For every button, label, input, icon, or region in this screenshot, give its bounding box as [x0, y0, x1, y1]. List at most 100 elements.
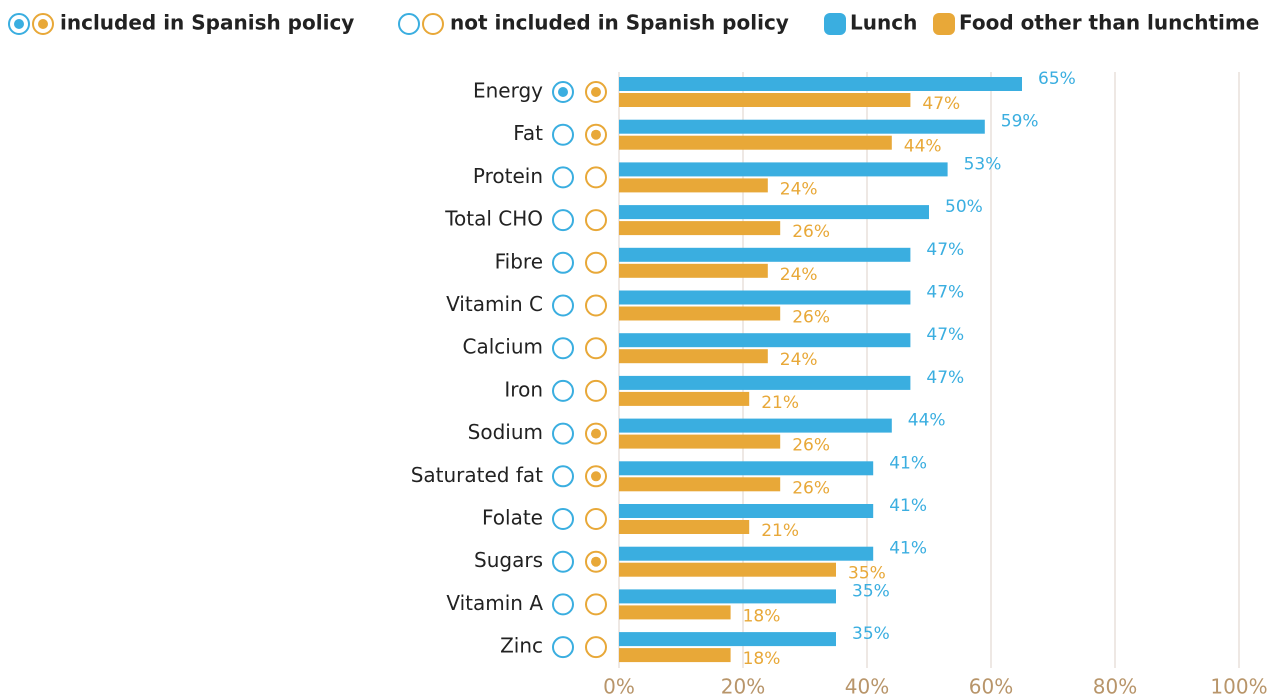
bar: [619, 349, 768, 364]
x-tick-label: 20%: [721, 675, 765, 699]
bar: [619, 632, 836, 647]
category-label: Calcium: [463, 335, 544, 359]
value-label: 50%: [945, 197, 983, 217]
bar: [619, 247, 911, 262]
value-label: 47%: [926, 325, 964, 345]
policy-indicator: [552, 379, 574, 402]
policy-indicator-dot: [558, 87, 568, 97]
bar: [619, 135, 892, 150]
policy-indicator: [585, 81, 607, 103]
value-label: 26%: [792, 478, 830, 498]
bar: [619, 162, 948, 177]
bar: [619, 263, 768, 278]
policy-indicator-dot: [591, 471, 601, 482]
value-label: 26%: [792, 436, 830, 456]
value-label: 59%: [1001, 112, 1039, 132]
legend-swatch: [824, 13, 846, 35]
value-label: 47%: [926, 283, 964, 303]
policy-indicator: [585, 123, 607, 146]
policy-indicator: [585, 550, 607, 573]
bar: [619, 477, 781, 492]
bar: [619, 375, 911, 390]
bar: [619, 391, 750, 406]
policy-indicator: [585, 465, 607, 488]
legend-series: Food other than lunchtime: [959, 11, 1259, 35]
policy-indicator-dot: [591, 556, 601, 567]
category-label: Vitamin A: [446, 591, 543, 615]
value-label: 44%: [908, 411, 946, 431]
policy-indicator: [585, 636, 607, 659]
bar: [619, 648, 731, 663]
policy-indicator: [585, 251, 607, 274]
category-label: Protein: [473, 164, 543, 188]
bar: [619, 119, 985, 134]
category-label: Sodium: [468, 420, 543, 444]
value-label: 41%: [889, 496, 927, 516]
value-label: 41%: [889, 539, 927, 559]
policy-indicator: [552, 337, 574, 360]
bar: [619, 589, 836, 604]
value-label: 41%: [889, 453, 927, 473]
legend-included-lunch: [8, 13, 30, 35]
bar: [619, 306, 781, 321]
policy-indicator: [585, 294, 607, 317]
policy-indicator: [585, 508, 607, 530]
bar: [619, 562, 836, 577]
policy-indicator: [552, 422, 574, 445]
bar: [619, 434, 781, 449]
bar: [619, 605, 731, 620]
bar: [619, 520, 750, 534]
policy-indicator-dot: [591, 428, 601, 439]
category-label: Zinc: [500, 634, 543, 658]
bar: [619, 290, 911, 305]
policy-indicator: [552, 166, 574, 189]
policy-indicator: [552, 81, 574, 103]
value-label: 47%: [926, 368, 964, 388]
bar: [619, 178, 768, 193]
category-label: Fat: [513, 121, 543, 145]
value-label: 21%: [761, 521, 799, 541]
policy-indicator-dot: [591, 129, 601, 140]
value-label: 35%: [852, 581, 890, 601]
policy-indicator: [585, 379, 607, 402]
category-label: Folate: [482, 506, 543, 530]
category-label: Saturated fat: [411, 463, 543, 487]
category-label: Total CHO: [444, 207, 543, 231]
legend-not-included-other: [422, 13, 444, 35]
policy-indicator: [552, 593, 574, 616]
value-label: 44%: [904, 137, 942, 157]
value-label: 26%: [792, 308, 830, 328]
bar: [619, 93, 911, 107]
category-label: Sugars: [474, 548, 543, 572]
value-label: 24%: [780, 350, 818, 370]
policy-indicator: [552, 636, 574, 659]
value-label: 35%: [848, 564, 886, 584]
policy-indicator: [585, 209, 607, 232]
policy-indicator: [552, 251, 574, 274]
category-label: Iron: [504, 377, 543, 401]
legend-swatch: [933, 13, 955, 35]
legend-not-included-lunch: [398, 13, 420, 35]
bar: [619, 461, 874, 476]
category-label: Vitamin C: [446, 292, 543, 316]
policy-indicator: [585, 422, 607, 445]
policy-indicator: [552, 209, 574, 232]
bar: [619, 205, 929, 220]
legend: included in Spanish policy not included …: [8, 11, 1259, 35]
value-label: 26%: [792, 222, 830, 242]
bar: [619, 546, 874, 561]
value-label: 47%: [922, 94, 960, 114]
bar: [619, 504, 874, 518]
policy-indicator: [552, 550, 574, 573]
policy-indicator: [552, 465, 574, 488]
legend-series: Lunch: [850, 11, 917, 35]
legend-included-other: [32, 13, 54, 35]
policy-indicator: [585, 166, 607, 189]
bar: [619, 77, 1022, 91]
value-label: 53%: [964, 154, 1002, 174]
value-label: 24%: [780, 179, 818, 199]
value-label: 18%: [743, 649, 781, 669]
bar: [619, 221, 781, 236]
value-label: 24%: [780, 265, 818, 285]
